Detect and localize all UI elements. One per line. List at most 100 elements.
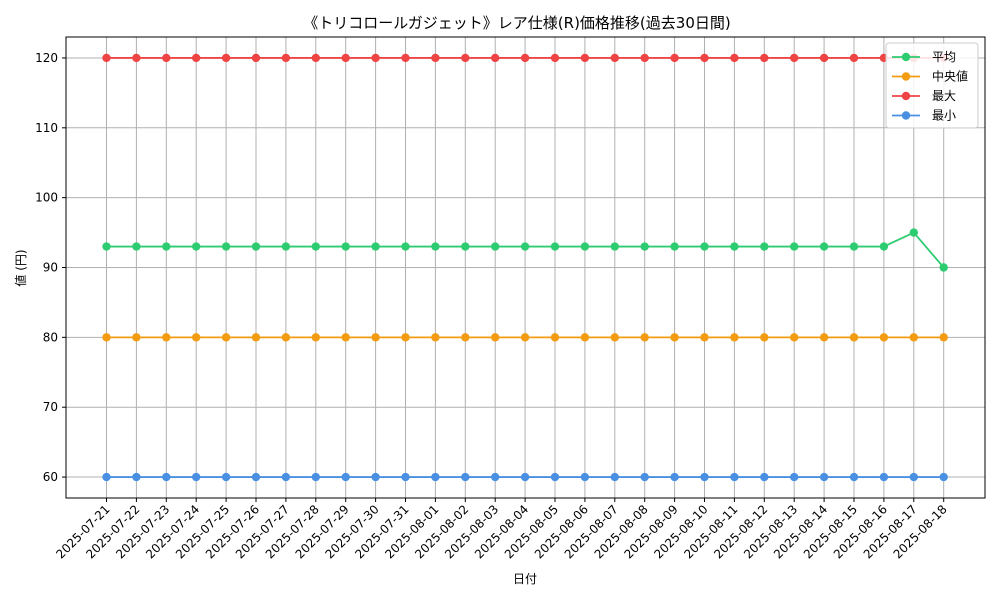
data-point <box>909 333 918 342</box>
data-point <box>550 53 560 63</box>
data-point <box>640 53 649 63</box>
data-point <box>550 333 560 342</box>
data-point <box>461 242 470 251</box>
data-point <box>371 333 380 342</box>
data-point <box>311 242 320 251</box>
data-point <box>132 242 141 251</box>
data-point <box>491 333 500 342</box>
data-point <box>909 228 918 237</box>
data-point <box>251 242 261 251</box>
data-point <box>640 242 649 251</box>
legend-label: 最小 <box>932 109 956 123</box>
data-point <box>341 53 350 63</box>
data-point <box>192 242 201 251</box>
legend-box <box>885 42 979 129</box>
legend-label: 最大 <box>932 89 956 103</box>
data-point <box>251 53 261 63</box>
data-point <box>550 242 560 251</box>
data-point <box>371 53 380 63</box>
data-point <box>879 472 889 482</box>
data-point <box>132 333 141 342</box>
data-point <box>790 242 799 251</box>
data-point <box>700 333 709 342</box>
y-axis-label: 値 (円) <box>13 249 28 286</box>
legend-label: 中央値 <box>932 69 968 84</box>
data-point <box>401 242 410 251</box>
data-point <box>730 53 739 63</box>
data-point <box>431 242 440 251</box>
data-point <box>730 333 739 342</box>
data-point <box>461 53 470 63</box>
data-point <box>132 53 141 63</box>
data-point <box>790 472 799 482</box>
data-point <box>610 53 619 63</box>
data-point <box>491 53 500 63</box>
data-point <box>102 333 111 342</box>
data-point <box>221 333 231 342</box>
data-point <box>281 333 291 342</box>
data-point <box>102 242 111 251</box>
data-point <box>819 53 829 63</box>
data-point <box>580 242 590 251</box>
data-point <box>162 242 171 251</box>
data-point <box>790 53 799 63</box>
data-point <box>610 242 619 251</box>
data-point <box>192 333 201 342</box>
data-point <box>939 263 948 272</box>
legend-label: 平均 <box>932 50 956 64</box>
data-point <box>760 333 769 342</box>
data-point <box>849 472 859 482</box>
data-point <box>550 472 560 482</box>
data-point <box>221 472 231 482</box>
data-point <box>341 333 350 342</box>
data-point <box>102 53 111 63</box>
data-point <box>132 472 141 482</box>
data-point <box>670 242 679 251</box>
data-point <box>520 242 530 251</box>
data-point <box>640 472 649 482</box>
data-point <box>790 333 799 342</box>
y-tick-label: 80 <box>43 330 58 344</box>
data-point <box>849 53 859 63</box>
data-point <box>461 472 470 482</box>
data-point <box>909 472 918 482</box>
data-point <box>311 53 320 63</box>
data-point <box>760 472 769 482</box>
data-point <box>760 242 769 251</box>
y-tick-label: 110 <box>35 121 58 135</box>
data-point <box>251 333 261 342</box>
data-point <box>221 242 231 251</box>
data-point <box>102 472 111 482</box>
data-point <box>431 333 440 342</box>
data-point <box>580 472 590 482</box>
data-point <box>939 333 948 342</box>
data-point <box>819 333 829 342</box>
data-point <box>849 333 859 342</box>
grid <box>66 37 985 498</box>
y-tick-label: 100 <box>35 191 58 205</box>
data-point <box>730 472 739 482</box>
y-tick-label: 120 <box>35 51 58 65</box>
legend-marker <box>901 52 911 62</box>
data-point <box>700 242 709 251</box>
data-point <box>192 53 201 63</box>
data-point <box>670 333 679 342</box>
y-tick-label: 90 <box>43 261 58 275</box>
data-point <box>819 472 829 482</box>
data-point <box>401 53 410 63</box>
legend-marker <box>901 72 911 81</box>
data-point <box>700 472 709 482</box>
data-point <box>610 472 619 482</box>
data-point <box>341 472 350 482</box>
data-point <box>341 242 350 251</box>
data-point <box>431 472 440 482</box>
data-point <box>520 53 530 63</box>
data-point <box>162 53 171 63</box>
data-point <box>371 242 380 251</box>
data-point <box>700 53 709 63</box>
data-point <box>520 472 530 482</box>
data-point <box>401 472 410 482</box>
data-point <box>431 53 440 63</box>
